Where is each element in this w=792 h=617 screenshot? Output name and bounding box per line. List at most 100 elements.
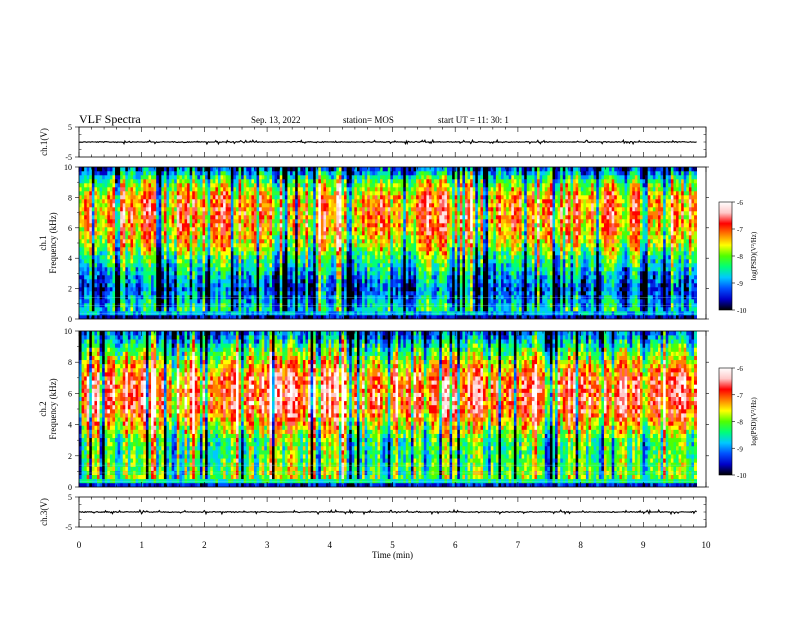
spectrogram-cell [406,307,409,311]
spectrogram-cell [115,191,118,195]
spectrogram-cell [105,247,108,251]
spectrogram-cell [254,187,257,199]
spectrogram-cell [94,183,97,187]
spectrogram-cell [419,167,422,171]
spectrogram-cell [406,271,409,279]
spectrogram-cell [331,167,334,171]
spectrogram-cell [442,259,445,263]
spectrogram-cell [79,263,82,267]
spectrogram-cell [321,311,324,315]
spectrogram-cell [496,279,499,283]
spectrogram-cell [393,259,396,263]
spectrogram-cell [262,259,265,263]
spectrogram-cell [226,267,229,271]
spectrogram-cell [390,303,393,311]
spectrogram-cell [313,183,316,187]
spectrogram-cell [434,267,437,271]
spectrogram-cell [87,287,90,295]
spectrogram-cell [94,275,97,279]
spectrogram-cell [177,191,180,195]
spectrogram-cell [267,203,270,207]
spectrogram-cell [341,195,344,207]
spectrogram-cell [393,275,396,279]
spectrogram-cell [223,223,226,235]
spectrogram-cell [442,195,445,199]
spectrogram-cell [383,227,386,235]
spectrogram-cell [166,263,169,271]
spectrogram-cell [444,239,447,243]
spectrogram-cell [416,279,419,283]
spectrogram-cell [321,239,324,243]
spectrogram-cell [424,255,427,259]
spectrogram-cell [450,255,453,259]
spectrogram-cell [141,243,144,255]
spectrogram-cell [336,211,339,215]
spectrogram-cell [385,247,388,251]
spectrogram-cell [166,175,169,179]
spectrogram-cell [282,243,285,251]
spectrogram-cell [365,191,368,195]
spectrogram-cell [357,243,360,247]
spectrogram-cell [385,207,388,211]
spectrogram-cell [218,211,221,215]
spectrogram-cell [89,279,92,291]
spectrogram-cell [308,231,311,235]
spectrogram-cell [457,183,460,187]
spectrogram-cell [221,311,224,315]
spectrogram-cell [87,251,90,255]
spectrogram-cell [375,235,378,239]
spectrogram-cell [115,243,118,247]
spectrogram-cell [290,215,293,219]
spectrogram-cell [164,255,167,259]
spectrogram-cell [133,175,136,179]
spectrogram-cell [478,295,481,299]
spectrogram-cell [316,235,319,243]
spectrogram-cell [166,247,169,251]
spectrogram-cell [231,191,234,211]
spectrogram-cell [277,275,280,283]
spectrogram-cell [473,287,476,291]
spectrogram-cell [336,263,339,267]
spectrogram-cell [460,179,463,183]
spectrogram-cell [269,215,272,219]
spectrogram-cell [396,295,399,299]
spectrogram-cell [424,235,427,239]
spectrogram-cell [416,267,419,271]
spectrogram-cell [401,291,404,295]
spectrogram-cell [251,203,254,207]
spectrogram-cell [208,179,211,183]
spectrogram-cell [221,255,224,259]
spectrogram-cell [401,219,404,223]
spectrogram-cell [251,223,254,231]
spectrogram-cell [344,211,347,215]
spectrogram-cell [205,271,208,287]
spectrogram-cell [123,247,126,251]
spectrogram-cell [280,167,283,171]
spectrogram-cell [362,247,365,251]
spectrogram-cell [249,239,252,243]
spectrogram-cell [169,187,172,191]
spectrogram-cell [148,179,151,183]
spectrogram-cell [79,239,82,243]
spectrogram-cell [488,247,491,255]
spectrogram-cell [185,251,188,255]
spectrogram-cell [429,287,432,291]
spectrogram-cell [174,279,177,287]
spectrogram-cell [244,247,247,251]
spectrogram-cell [148,167,151,171]
spectrogram-cell [185,263,188,267]
spectrogram-cell [336,243,339,251]
spectrogram-cell [416,207,419,211]
spectrogram-cell [79,203,82,207]
spectrogram-cell [414,287,417,291]
spectrogram-cell [344,227,347,231]
spectrogram-cell [100,251,103,255]
spectrogram-cell [205,251,208,255]
spectrogram-cell [133,215,136,219]
spectrogram-cell [437,255,440,263]
spectrogram-cell [223,291,226,295]
spectrogram-cell [159,251,162,311]
spectrogram-cell [380,247,383,251]
spectrogram-cell [473,183,476,187]
spectrogram-cell [102,187,105,191]
